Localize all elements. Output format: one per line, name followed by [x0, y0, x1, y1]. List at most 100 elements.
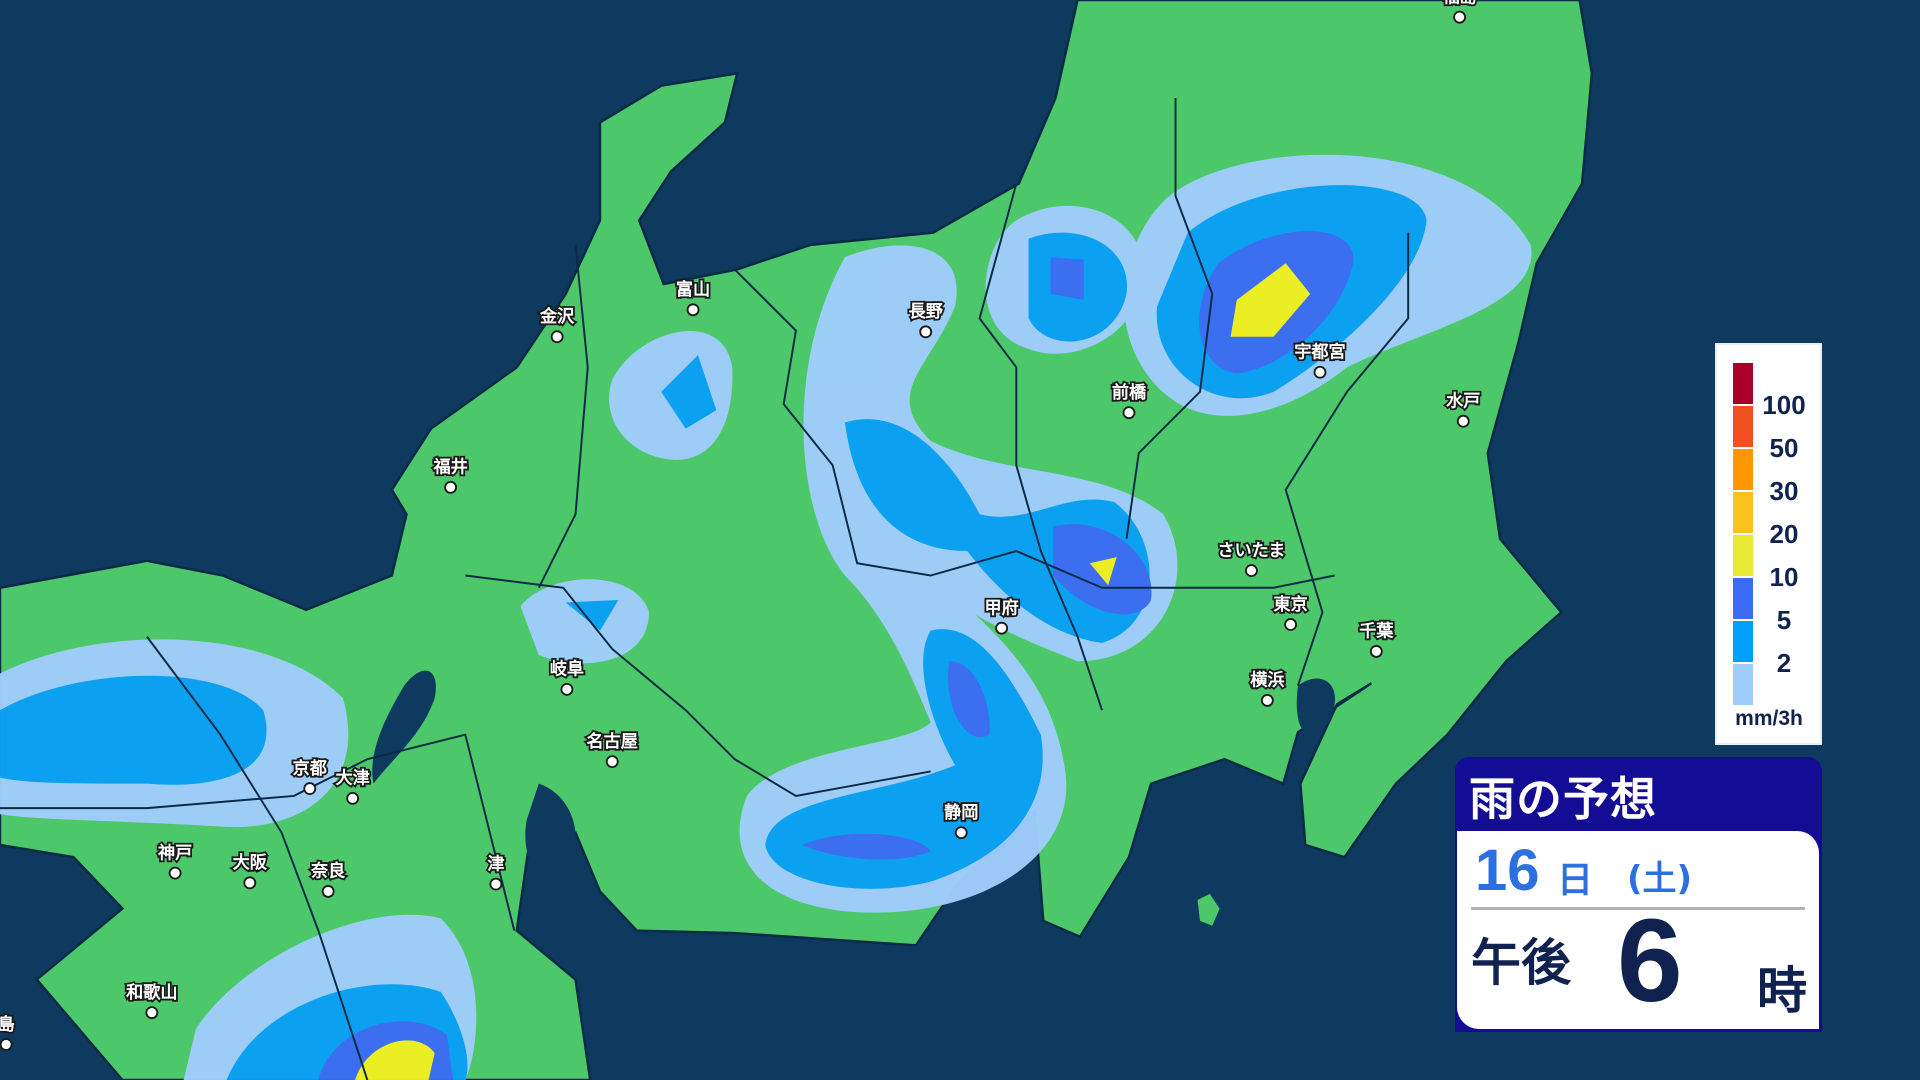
city-dot [1453, 10, 1467, 24]
city-dot [243, 876, 257, 890]
city-label: 東京 [1273, 594, 1307, 615]
city-label: 富山 [676, 279, 710, 300]
legend-label: 100 [1762, 390, 1806, 420]
city-marker: 和歌山 [124, 980, 179, 1020]
hour-unit: 時 [1757, 962, 1807, 1020]
lake-biwa [372, 670, 436, 784]
city-dot [0, 1038, 13, 1051]
city-dot [605, 755, 619, 769]
legend-swatch [1733, 363, 1753, 404]
city-label: 前橋 [1112, 382, 1147, 403]
city-label: 長野 [909, 302, 944, 322]
city-dot [919, 325, 933, 339]
city-label: 大阪 [233, 852, 268, 873]
legend-label: 20 [1769, 519, 1799, 549]
city-dot [1369, 645, 1383, 658]
city-dot [1284, 618, 1298, 631]
forecast-hour: 6 [1617, 895, 1683, 1027]
forecast-weekday: (土) [1627, 859, 1693, 899]
prefecture-borders [0, 97, 1410, 1080]
city-label: さいたま [1217, 541, 1285, 561]
city-marker: 富山 [674, 277, 712, 317]
legend-swatch [1733, 449, 1753, 490]
city-label: 甲府 [985, 597, 1019, 618]
rain-areas [0, 154, 1532, 1080]
legend-label: 5 [1776, 605, 1792, 635]
city-label: 島 [0, 1014, 15, 1035]
city-dot [1260, 693, 1274, 707]
legend-label: 2 [1776, 648, 1792, 678]
city-dot [995, 621, 1009, 635]
forecast-panel: 雨の予想 16 日 (土) 午後 6 時 [1455, 757, 1822, 1032]
city-label: 大津 [336, 768, 370, 789]
ise-bay [525, 783, 577, 885]
legend-label: 50 [1769, 433, 1799, 463]
legend-unit: mm/3h [1735, 707, 1803, 730]
city-marker: 奈良 [308, 859, 347, 898]
panel-title: 雨の予想 [1469, 772, 1657, 826]
city-dot [686, 303, 700, 317]
legend-swatch [1733, 664, 1753, 705]
city-label: 京都 [293, 758, 327, 779]
city-label: 奈良 [310, 861, 345, 882]
city-dot [168, 866, 182, 880]
city-label: 金沢 [539, 306, 575, 327]
city-label: 福井 [432, 457, 467, 478]
city-marker: 津 [486, 852, 506, 891]
city-label: 津 [487, 853, 504, 874]
city-marker: 福島 [1440, 0, 1479, 24]
city-marker: 千葉 [1357, 619, 1396, 658]
city-marker: 水戸 [1444, 389, 1482, 428]
city-marker: 金沢 [537, 304, 577, 344]
legend-swatch [1733, 578, 1753, 619]
city-marker: 大津 [334, 766, 372, 805]
city-marker: 京都 [291, 756, 329, 795]
forecast-ampm: 午後 [1471, 934, 1571, 992]
precipitation-legend: 100 50 30 20 10 5 2 mm/3h [1717, 345, 1820, 743]
city-dot [1122, 406, 1136, 420]
day-unit: 日 [1557, 860, 1594, 901]
city-dot [1313, 365, 1327, 379]
city-label: 岐阜 [550, 659, 584, 680]
forecast-day: 16 [1475, 838, 1540, 903]
city-dot [550, 330, 564, 344]
city-marker: 東京 [1272, 592, 1310, 631]
city-label: 福島 [1441, 0, 1476, 7]
izu-oshima [1197, 893, 1220, 926]
divider [1471, 907, 1805, 910]
city-marker: 宇都宮 [1292, 340, 1348, 379]
city-label: 横浜 [1250, 670, 1284, 691]
city-label: 名古屋 [587, 731, 638, 752]
city-marker: 甲府 [983, 596, 1021, 635]
city-dot [346, 791, 360, 805]
city-marker: さいたま [1216, 539, 1287, 578]
city-marker: 長野 [907, 300, 946, 339]
city-marker: 岐阜 [548, 657, 586, 696]
city-dot [145, 1006, 159, 1020]
city-label: 水戸 [1446, 391, 1480, 412]
city-marker: 神戸 [156, 841, 194, 880]
city-marker: 名古屋 [585, 729, 640, 769]
city-dot [303, 782, 317, 795]
legend-swatch [1733, 621, 1753, 662]
city-marker: 静岡 [942, 800, 980, 840]
city-label: 和歌山 [126, 982, 177, 1003]
city-label: 千葉 [1359, 621, 1394, 642]
legend-swatch [1733, 492, 1753, 533]
legend-label: 30 [1769, 476, 1799, 506]
city-marker: 前橋 [1110, 380, 1149, 420]
city-label: 宇都宮 [1294, 342, 1345, 363]
city-dot [444, 480, 458, 494]
forecast-time-box: 16 日 (土) 午後 6 時 [1457, 831, 1819, 1029]
city-marker: 大阪 [231, 850, 270, 890]
city-dot [560, 682, 574, 696]
city-label: 神戸 [158, 842, 192, 863]
legend-swatch [1733, 406, 1753, 447]
city-label: 静岡 [944, 802, 978, 823]
city-dot [321, 885, 335, 898]
legend-label: 10 [1769, 562, 1799, 592]
city-dot [1456, 414, 1470, 428]
legend-swatch [1733, 535, 1753, 576]
